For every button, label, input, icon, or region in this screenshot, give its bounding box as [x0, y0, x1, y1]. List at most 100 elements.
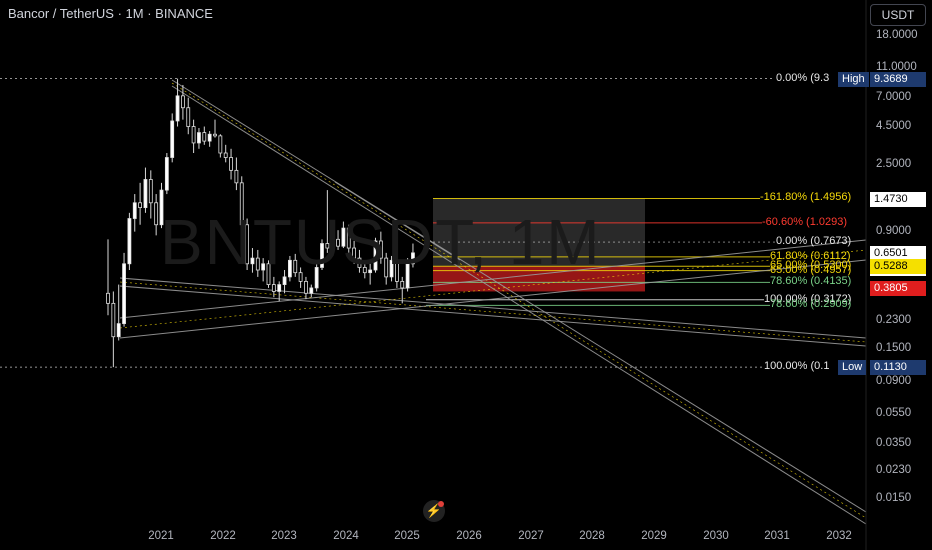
- candle-body: [373, 240, 378, 271]
- trendlines-layer: [119, 79, 867, 525]
- time-tick-label: 2030: [703, 530, 729, 542]
- time-tick-label: 2023: [271, 530, 297, 542]
- candle-body: [234, 169, 239, 184]
- fib-lines-layer: [0, 78, 775, 368]
- candle-body: [164, 157, 169, 191]
- price-tick-label: 0.0230: [876, 464, 912, 477]
- price-tick-label: 0.0350: [876, 436, 912, 449]
- candle-body: [191, 126, 196, 144]
- trend-line: [171, 85, 867, 525]
- candle-body: [362, 267, 367, 274]
- time-tick-label: 2029: [641, 530, 667, 542]
- yellow-price-badge: 0.5288: [870, 259, 926, 275]
- candle-body: [197, 132, 201, 144]
- price-tick-label: 7.0000: [876, 90, 912, 103]
- candle-body: [261, 263, 266, 271]
- candle-body: [148, 179, 153, 204]
- candle-body: [352, 247, 357, 259]
- trend-line: [119, 285, 867, 347]
- candle-body: [138, 202, 143, 209]
- candle-body: [143, 179, 148, 209]
- candles-layer: [106, 78, 415, 368]
- fib-level-label: 0.00% (9.3: [776, 71, 830, 84]
- candle-body: [170, 120, 175, 158]
- candle-body: [325, 243, 330, 249]
- trend-line: [119, 259, 867, 339]
- candle-body: [207, 133, 212, 142]
- candle-body: [298, 272, 303, 282]
- candle-body: [159, 189, 164, 226]
- zones-layer: [433, 198, 645, 292]
- fib-level-label: -161.80% (1.4956): [760, 191, 852, 204]
- candle-body: [255, 257, 260, 271]
- candle-body: [378, 240, 383, 259]
- time-tick-label: 2032: [826, 530, 852, 542]
- candle-body: [304, 280, 308, 294]
- price-tick-label: 0.0900: [876, 374, 912, 387]
- candle-body: [266, 263, 271, 285]
- fib-level-label: 61.80% (0.6112): [770, 249, 851, 262]
- time-tick-label: 2027: [518, 530, 544, 542]
- candle-body: [111, 302, 116, 338]
- candle-body: [175, 95, 180, 122]
- candle-body: [250, 257, 255, 265]
- fib-level-label: 65.00% (0.5300): [770, 259, 852, 272]
- red-zone-box: [433, 266, 645, 292]
- candle-body: [186, 107, 191, 127]
- red-price-badge: 0.3805: [870, 280, 926, 296]
- candle-body: [341, 227, 346, 247]
- candle-body: [368, 269, 373, 274]
- candle-body: [293, 259, 298, 274]
- candle-body: [132, 202, 137, 219]
- candle-body: [218, 135, 223, 154]
- candle-body: [213, 133, 217, 137]
- candle-body: [330, 238, 335, 249]
- candle-body: [389, 259, 394, 278]
- white-price-badge: 1.4730: [870, 192, 926, 208]
- trend-line: [171, 82, 867, 519]
- candle-body: [127, 218, 132, 265]
- fib-level-label: 65.00% (0.4957): [770, 263, 852, 276]
- time-tick-label: 2024: [333, 530, 359, 542]
- time-tick-label: 2028: [579, 530, 605, 542]
- candle-body: [287, 259, 292, 278]
- candle-body: [357, 257, 362, 268]
- candle-body: [384, 257, 389, 278]
- candle-body: [202, 132, 207, 142]
- candle-body: [346, 227, 351, 249]
- candle-body: [405, 263, 410, 289]
- high-price-badge: 9.3689: [870, 71, 926, 87]
- price-tick-label: 0.9000: [876, 224, 912, 237]
- price-tick-label: 0.0150: [876, 492, 912, 504]
- time-tick-label: 2021: [148, 530, 174, 542]
- trend-line: [119, 277, 867, 339]
- time-tick-label: 2031: [764, 530, 790, 542]
- candle-body: [239, 182, 244, 226]
- notification-dot-icon: [438, 501, 444, 507]
- low-tag: Low: [838, 360, 867, 376]
- low-price-badge: 0.1130: [870, 360, 926, 376]
- fib-level-label: 100.00% (0.3172): [764, 292, 852, 305]
- price-tick-label: 0.1500: [876, 341, 912, 354]
- time-tick-label: 2022: [210, 530, 236, 542]
- candle-body: [122, 263, 126, 325]
- candle-body: [336, 238, 340, 247]
- time-tick-label: 2026: [456, 530, 482, 542]
- candle-body: [282, 276, 287, 285]
- candle-body: [223, 152, 228, 158]
- fib-level-label: 100.00% (0.1: [764, 360, 830, 373]
- currency-button[interactable]: USDT: [870, 4, 926, 26]
- candle-body: [411, 252, 415, 265]
- candle-body: [320, 243, 324, 268]
- candle-body: [229, 157, 233, 171]
- candle-body: [394, 259, 399, 282]
- price-tick-label: 0.2300: [876, 313, 912, 326]
- current-price-badge: 0.6501: [870, 245, 926, 261]
- price-tick-label: 18.0000: [876, 29, 918, 41]
- candle-body: [271, 284, 276, 292]
- trend-line: [334, 181, 461, 261]
- candle-body: [245, 224, 250, 265]
- candle-body: [116, 323, 121, 338]
- candle-body: [180, 95, 185, 109]
